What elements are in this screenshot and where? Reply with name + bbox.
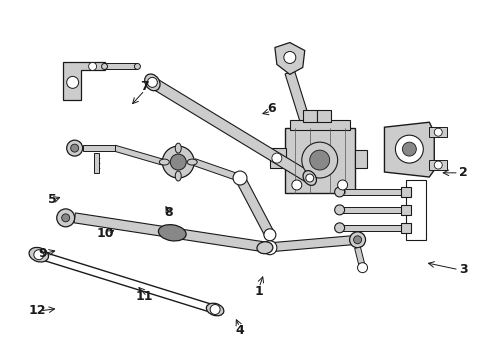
Circle shape <box>88 62 96 71</box>
Circle shape <box>66 140 82 156</box>
Ellipse shape <box>144 74 160 91</box>
Ellipse shape <box>334 205 344 215</box>
Bar <box>289 120 349 130</box>
Ellipse shape <box>29 247 48 262</box>
Polygon shape <box>62 62 104 100</box>
Circle shape <box>271 153 281 163</box>
Polygon shape <box>354 247 365 269</box>
Ellipse shape <box>334 187 344 197</box>
Bar <box>401 223 410 233</box>
Ellipse shape <box>256 242 272 254</box>
Circle shape <box>402 142 415 156</box>
Circle shape <box>305 174 313 182</box>
Polygon shape <box>274 42 304 75</box>
Circle shape <box>210 305 220 315</box>
Ellipse shape <box>158 225 186 241</box>
Circle shape <box>357 263 367 273</box>
Text: 11: 11 <box>136 290 153 303</box>
Circle shape <box>264 229 275 241</box>
Polygon shape <box>113 145 163 165</box>
Polygon shape <box>264 235 357 252</box>
Circle shape <box>291 180 301 190</box>
Circle shape <box>147 77 157 87</box>
Text: 4: 4 <box>235 324 244 337</box>
Text: 2: 2 <box>458 166 467 179</box>
Polygon shape <box>82 145 114 151</box>
Polygon shape <box>193 159 241 181</box>
Text: 1: 1 <box>254 285 263 298</box>
Ellipse shape <box>175 143 181 153</box>
Circle shape <box>102 63 107 69</box>
Circle shape <box>34 250 44 260</box>
Circle shape <box>263 241 276 255</box>
Ellipse shape <box>175 171 181 181</box>
Circle shape <box>433 161 441 169</box>
Text: 6: 6 <box>266 102 275 115</box>
Text: 10: 10 <box>97 227 114 240</box>
Polygon shape <box>339 225 404 231</box>
Circle shape <box>134 63 140 69</box>
Polygon shape <box>285 71 309 122</box>
Circle shape <box>283 51 295 63</box>
Ellipse shape <box>334 223 344 233</box>
Circle shape <box>57 209 75 227</box>
Bar <box>406 180 426 240</box>
Text: 8: 8 <box>164 206 173 219</box>
Ellipse shape <box>187 159 197 165</box>
Text: 9: 9 <box>38 247 46 260</box>
Bar <box>401 187 410 197</box>
Ellipse shape <box>159 159 169 165</box>
Bar <box>302 110 316 122</box>
Circle shape <box>170 154 186 170</box>
Polygon shape <box>149 78 312 183</box>
Polygon shape <box>384 122 433 177</box>
Circle shape <box>309 150 329 170</box>
Bar <box>428 127 447 137</box>
Polygon shape <box>339 189 404 195</box>
Circle shape <box>162 146 194 178</box>
Circle shape <box>66 76 79 88</box>
Polygon shape <box>104 63 137 69</box>
Bar <box>316 110 330 122</box>
Ellipse shape <box>206 303 224 316</box>
Bar <box>269 148 285 168</box>
Text: 3: 3 <box>458 263 467 276</box>
Circle shape <box>349 232 365 248</box>
Polygon shape <box>74 213 270 253</box>
Circle shape <box>233 171 246 185</box>
Bar <box>285 128 354 193</box>
Circle shape <box>337 180 347 190</box>
Polygon shape <box>94 153 99 173</box>
Bar <box>354 150 366 168</box>
Circle shape <box>433 128 441 136</box>
Bar <box>401 205 410 215</box>
Ellipse shape <box>303 171 316 185</box>
Polygon shape <box>235 176 274 237</box>
Bar <box>428 160 447 170</box>
Circle shape <box>353 236 361 244</box>
Text: 5: 5 <box>48 193 56 206</box>
Circle shape <box>71 144 79 152</box>
Text: 12: 12 <box>29 305 46 318</box>
Text: 7: 7 <box>140 80 149 93</box>
Circle shape <box>395 135 423 163</box>
Circle shape <box>301 142 337 178</box>
Polygon shape <box>339 207 404 213</box>
Circle shape <box>61 214 69 222</box>
